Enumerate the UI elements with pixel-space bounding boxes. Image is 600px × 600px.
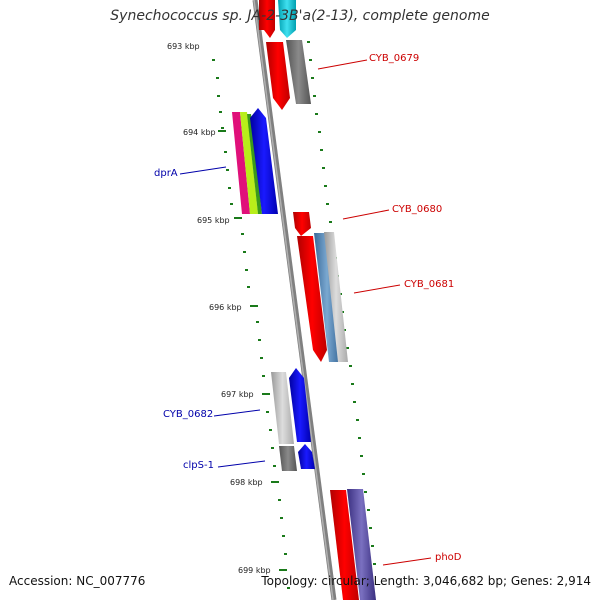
gene-cyb0681-ltgray[interactable] — [324, 232, 348, 362]
gene-label-cyb0681[interactable]: CYB_0681 — [404, 279, 455, 290]
gene-cyb0679-gray[interactable] — [286, 40, 311, 104]
gene-cyb0681-steel[interactable] — [314, 233, 340, 362]
tick-label-697: 697 kbp — [221, 390, 254, 399]
pointer-cyb0679 — [317, 59, 368, 70]
ruler-left — [212, 59, 290, 589]
gene-label-dpra[interactable]: dprA — [154, 168, 178, 179]
tick-label-693: 693 kbp — [167, 42, 200, 51]
gene-label-cyb0679[interactable]: CYB_0679 — [369, 53, 420, 64]
gene-cyb0680-red[interactable] — [293, 212, 311, 236]
tick-label-694: 694 kbp — [183, 128, 216, 137]
gene-phod-red[interactable] — [330, 490, 359, 600]
gene-dpra-blue[interactable] — [250, 108, 278, 214]
accession-text: Accession: NC_007776 — [9, 574, 146, 588]
genome-summary-text: Topology: circular; Length: 3,046,682 bp… — [261, 574, 591, 588]
gene-cyb0682-blue[interactable] — [289, 368, 311, 442]
gene-phod-navy[interactable] — [347, 489, 376, 600]
pointer-dpra — [179, 166, 227, 175]
tick-label-698: 698 kbp — [230, 478, 263, 487]
gene-dpra-magenta[interactable] — [232, 112, 250, 214]
map-title: Synechococcus sp. JA-2-3B'a(2-13), compl… — [110, 8, 490, 24]
tick-label-696: 696 kbp — [209, 303, 242, 312]
gene-cyb0682-ltgray[interactable] — [271, 372, 294, 444]
gene-cyb0681-red[interactable] — [297, 236, 327, 362]
pointer-cyb0680 — [342, 209, 390, 220]
gene-dpra-green[interactable] — [247, 114, 262, 214]
pointer-cyb0681 — [353, 284, 401, 294]
gene-label-clps1[interactable]: clpS-1 — [183, 460, 214, 471]
gene-clps1-gray[interactable] — [279, 446, 297, 471]
gene-top-red[interactable] — [259, 0, 275, 38]
gene-label-phod[interactable]: phoD — [435, 552, 462, 563]
gene-clps1-blue[interactable] — [298, 444, 315, 469]
genome-backbone — [252, 0, 337, 600]
gene-top-cyan[interactable] — [278, 0, 296, 38]
tick-label-695: 695 kbp — [197, 216, 230, 225]
pointer-phod — [382, 557, 432, 566]
gene-cyb0679-red[interactable] — [266, 42, 290, 110]
tick-label-699: 699 kbp — [238, 566, 271, 575]
gene-dpra-lime[interactable] — [240, 112, 258, 214]
pointer-clps1 — [217, 460, 266, 468]
gene-label-cyb0680[interactable]: CYB_0680 — [392, 204, 443, 215]
gene-label-cyb0682[interactable]: CYB_0682 — [163, 409, 214, 420]
pointer-cyb0682 — [213, 409, 261, 417]
genome-backbone-highlight — [253, 0, 334, 600]
